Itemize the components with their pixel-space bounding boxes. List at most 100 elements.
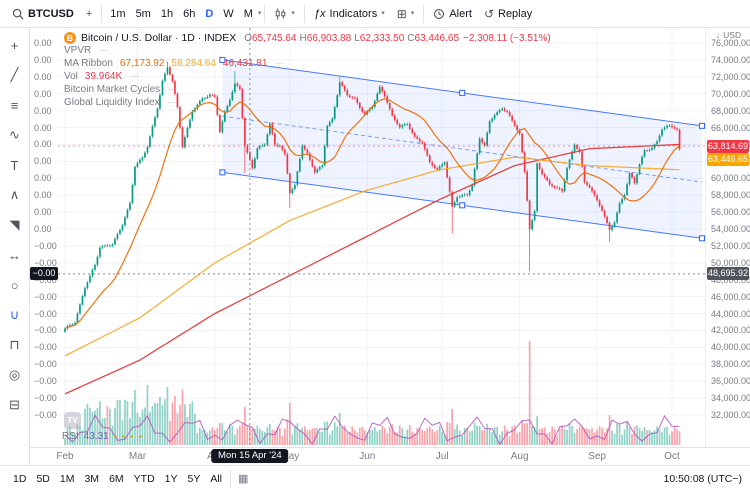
more-icon[interactable]: ⋯ [275,58,286,68]
indicators-button[interactable]: ƒx Indicators ▾ [308,3,391,25]
indicator-legend-row[interactable]: Bitcoin Market Cycles ⋯ [64,83,551,96]
price-axis-label: 56,000.00 [711,207,750,218]
hide-drawings-tool-icon[interactable]: ◎ [8,367,21,382]
price-axis-label: 34,000.00 [711,393,750,404]
high-value: 66,903.88 [306,32,352,44]
forecast-tool-icon[interactable]: ◥ [9,217,20,232]
chart-style-button[interactable]: ▾ [268,3,301,25]
candlestick-icon [276,7,286,20]
timeframe-button-W[interactable]: W [223,7,234,20]
indicator-label: Bitcoin Market Cycles [64,84,161,95]
left-axis-label: 0.00 [34,223,52,234]
fib-retracement-tool-icon[interactable]: ≡ [10,97,19,113]
indicator-label: MA Ribbon [64,58,113,69]
time-axis[interactable]: Mon 15 Apr '24 FebMarAprMayJunJulAugSepO… [30,447,750,465]
timeframe-button-6h[interactable]: 6h [183,7,196,20]
time-axis-label: Feb [56,451,74,462]
price-axis-label: 44,000.00 [711,308,750,319]
replay-button[interactable]: ↺ Replay [478,3,538,25]
price-axis-label: 46,000.00 [711,291,750,302]
indicator-legend-row[interactable]: Global Liquidity Index ⋯ [64,96,551,109]
range-button-3M[interactable]: 3M [84,472,100,485]
range-button-6M[interactable]: 6M [109,472,124,485]
time-axis-label: Jul [435,451,449,462]
pattern-tool-icon[interactable]: ∧ [9,187,20,202]
indicator-legend-row[interactable]: Vol 39.964K ⋯ [64,70,551,83]
left-axis-label: −0.00 [34,308,57,319]
toolbar-separator [101,4,103,23]
price-axis-label: 72,000.00 [711,71,750,82]
symbol-legend-row[interactable]: B Bitcoin / U.S. Dollar · 1D · INDEX O65… [64,31,551,44]
price-axis-label: 36,000.00 [711,376,750,387]
price-axis-label: 66,000.00 [711,122,750,133]
chevron-down-icon[interactable]: ▾ [257,10,262,17]
indicators-label: Indicators [329,7,378,20]
time-axis-label: May [280,451,300,462]
price-axis-label: 50,000.00 [711,257,750,268]
crosshair-tool-icon[interactable]: + [10,37,19,53]
indicator-legend-row[interactable]: VPVR ⋯ [64,44,551,57]
left-axis-label: −0.00 [34,257,57,268]
more-icon[interactable]: ⋯ [99,45,110,55]
indicator-legend-row[interactable]: MA Ribbon 67,173.92 58,284.64 46,431.81 ⋯ [64,57,551,70]
more-icon[interactable]: ⋯ [130,71,141,81]
go-to-date-icon[interactable]: ▦ [238,473,249,485]
rsi-legend-row[interactable]: RSI 43.31 ● ● ● ● [62,431,144,442]
change-value: −2,308.11 (−3.51%) [463,32,551,44]
compare-add-icon[interactable]: + [85,7,93,20]
left-price-scale[interactable]: −0.00 0.00 0.00 0.00 0.00 0.00 0.00 0.00 0.00 0.… [30,28,58,447]
price-scale-header[interactable]: ↓ USD [706,30,750,40]
measure-tool-icon[interactable]: ↔ [8,247,21,263]
crosshair-left-scale-badge: −0.00 [30,267,58,281]
timeframe-button-1m[interactable]: 1m [110,7,126,20]
indicator-legend-rows: VPVR ⋯ MA Ribbon 67,173.92 58,284.64 46,431.8… [64,44,551,109]
toolbar-separator [264,4,266,23]
remove-drawings-tool-icon[interactable]: ⊟ [9,397,20,412]
range-button-1Y[interactable]: 1Y [164,472,178,485]
indicator-label: VPVR [64,45,92,56]
range-button-1D[interactable]: 1D [13,472,27,485]
candlestick-chart[interactable] [58,28,705,447]
fx-icon: ƒx [313,7,326,20]
top-toolbar: BTCUSD + 1m 5m 1h 6h D W M ▾ ▾ ƒx Indicators ▾… [0,0,750,28]
time-axis-label: Sep [588,451,606,462]
range-button-5Y[interactable]: 5Y [187,472,201,485]
timeframe-button-1h[interactable]: 1h [160,7,174,20]
magnet-tool-icon[interactable]: ∪ [9,307,20,322]
more-icon[interactable]: ⋯ [167,97,178,107]
left-axis-label: 0.00 [34,173,52,184]
more-icon[interactable]: ⋯ [168,84,179,94]
toolbar-separator [303,4,305,23]
clock-label[interactable]: 10:50:08 (UTC−) [663,472,743,485]
text-tool-icon[interactable]: T [10,157,19,173]
range-button-YTD[interactable]: YTD [133,472,155,485]
timeframe-button-M[interactable]: M [243,7,253,20]
chart-plot-area[interactable]: B Bitcoin / U.S. Dollar · 1D · INDEX O65… [58,28,705,447]
left-axis-label: 0.00 [34,88,52,99]
timeframe-button-D[interactable]: D [205,7,214,20]
low-label: L [354,32,360,44]
symbol-search-button[interactable]: BTCUSD [6,3,80,25]
range-button-All[interactable]: All [210,472,223,485]
trendline-tool-icon[interactable]: ╱ [10,67,19,82]
lock-drawings-tool-icon[interactable]: ⊓ [9,337,20,352]
replay-label: Replay [498,7,533,20]
rsi-label: RSI [62,431,79,442]
timeframe-button-5m[interactable]: 5m [135,7,151,20]
right-price-scale[interactable]: ↓ USD 63,814.69 63,446.65 48,695.92 76,0… [705,28,750,447]
price-axis-label: 40,000.00 [711,342,750,353]
range-button-1M[interactable]: 1M [59,472,75,485]
timeframe-group: 1m 5m 1h 6h D W M [105,3,258,25]
layout-grid-icon: ⊞ [396,6,407,21]
chart-region: −0.00 0.00 0.00 0.00 0.00 0.00 0.00 0.00 0.00 0.… [30,28,750,465]
templates-button[interactable]: ⊞ ▾ [391,3,421,25]
tradingview-watermark: TV [64,412,81,429]
zoom-tool-icon[interactable]: ○ [10,277,19,293]
alert-button[interactable]: Alert [427,3,478,25]
left-axis-label: 0.00 [34,105,52,116]
range-button-5D[interactable]: 5D [36,472,50,485]
left-axis-label: −0.00 [34,393,57,404]
price-axis-label: 52,000.00 [711,240,750,251]
brush-tool-icon[interactable]: ∿ [9,127,20,142]
price-axis-label: 38,000.00 [711,359,750,370]
